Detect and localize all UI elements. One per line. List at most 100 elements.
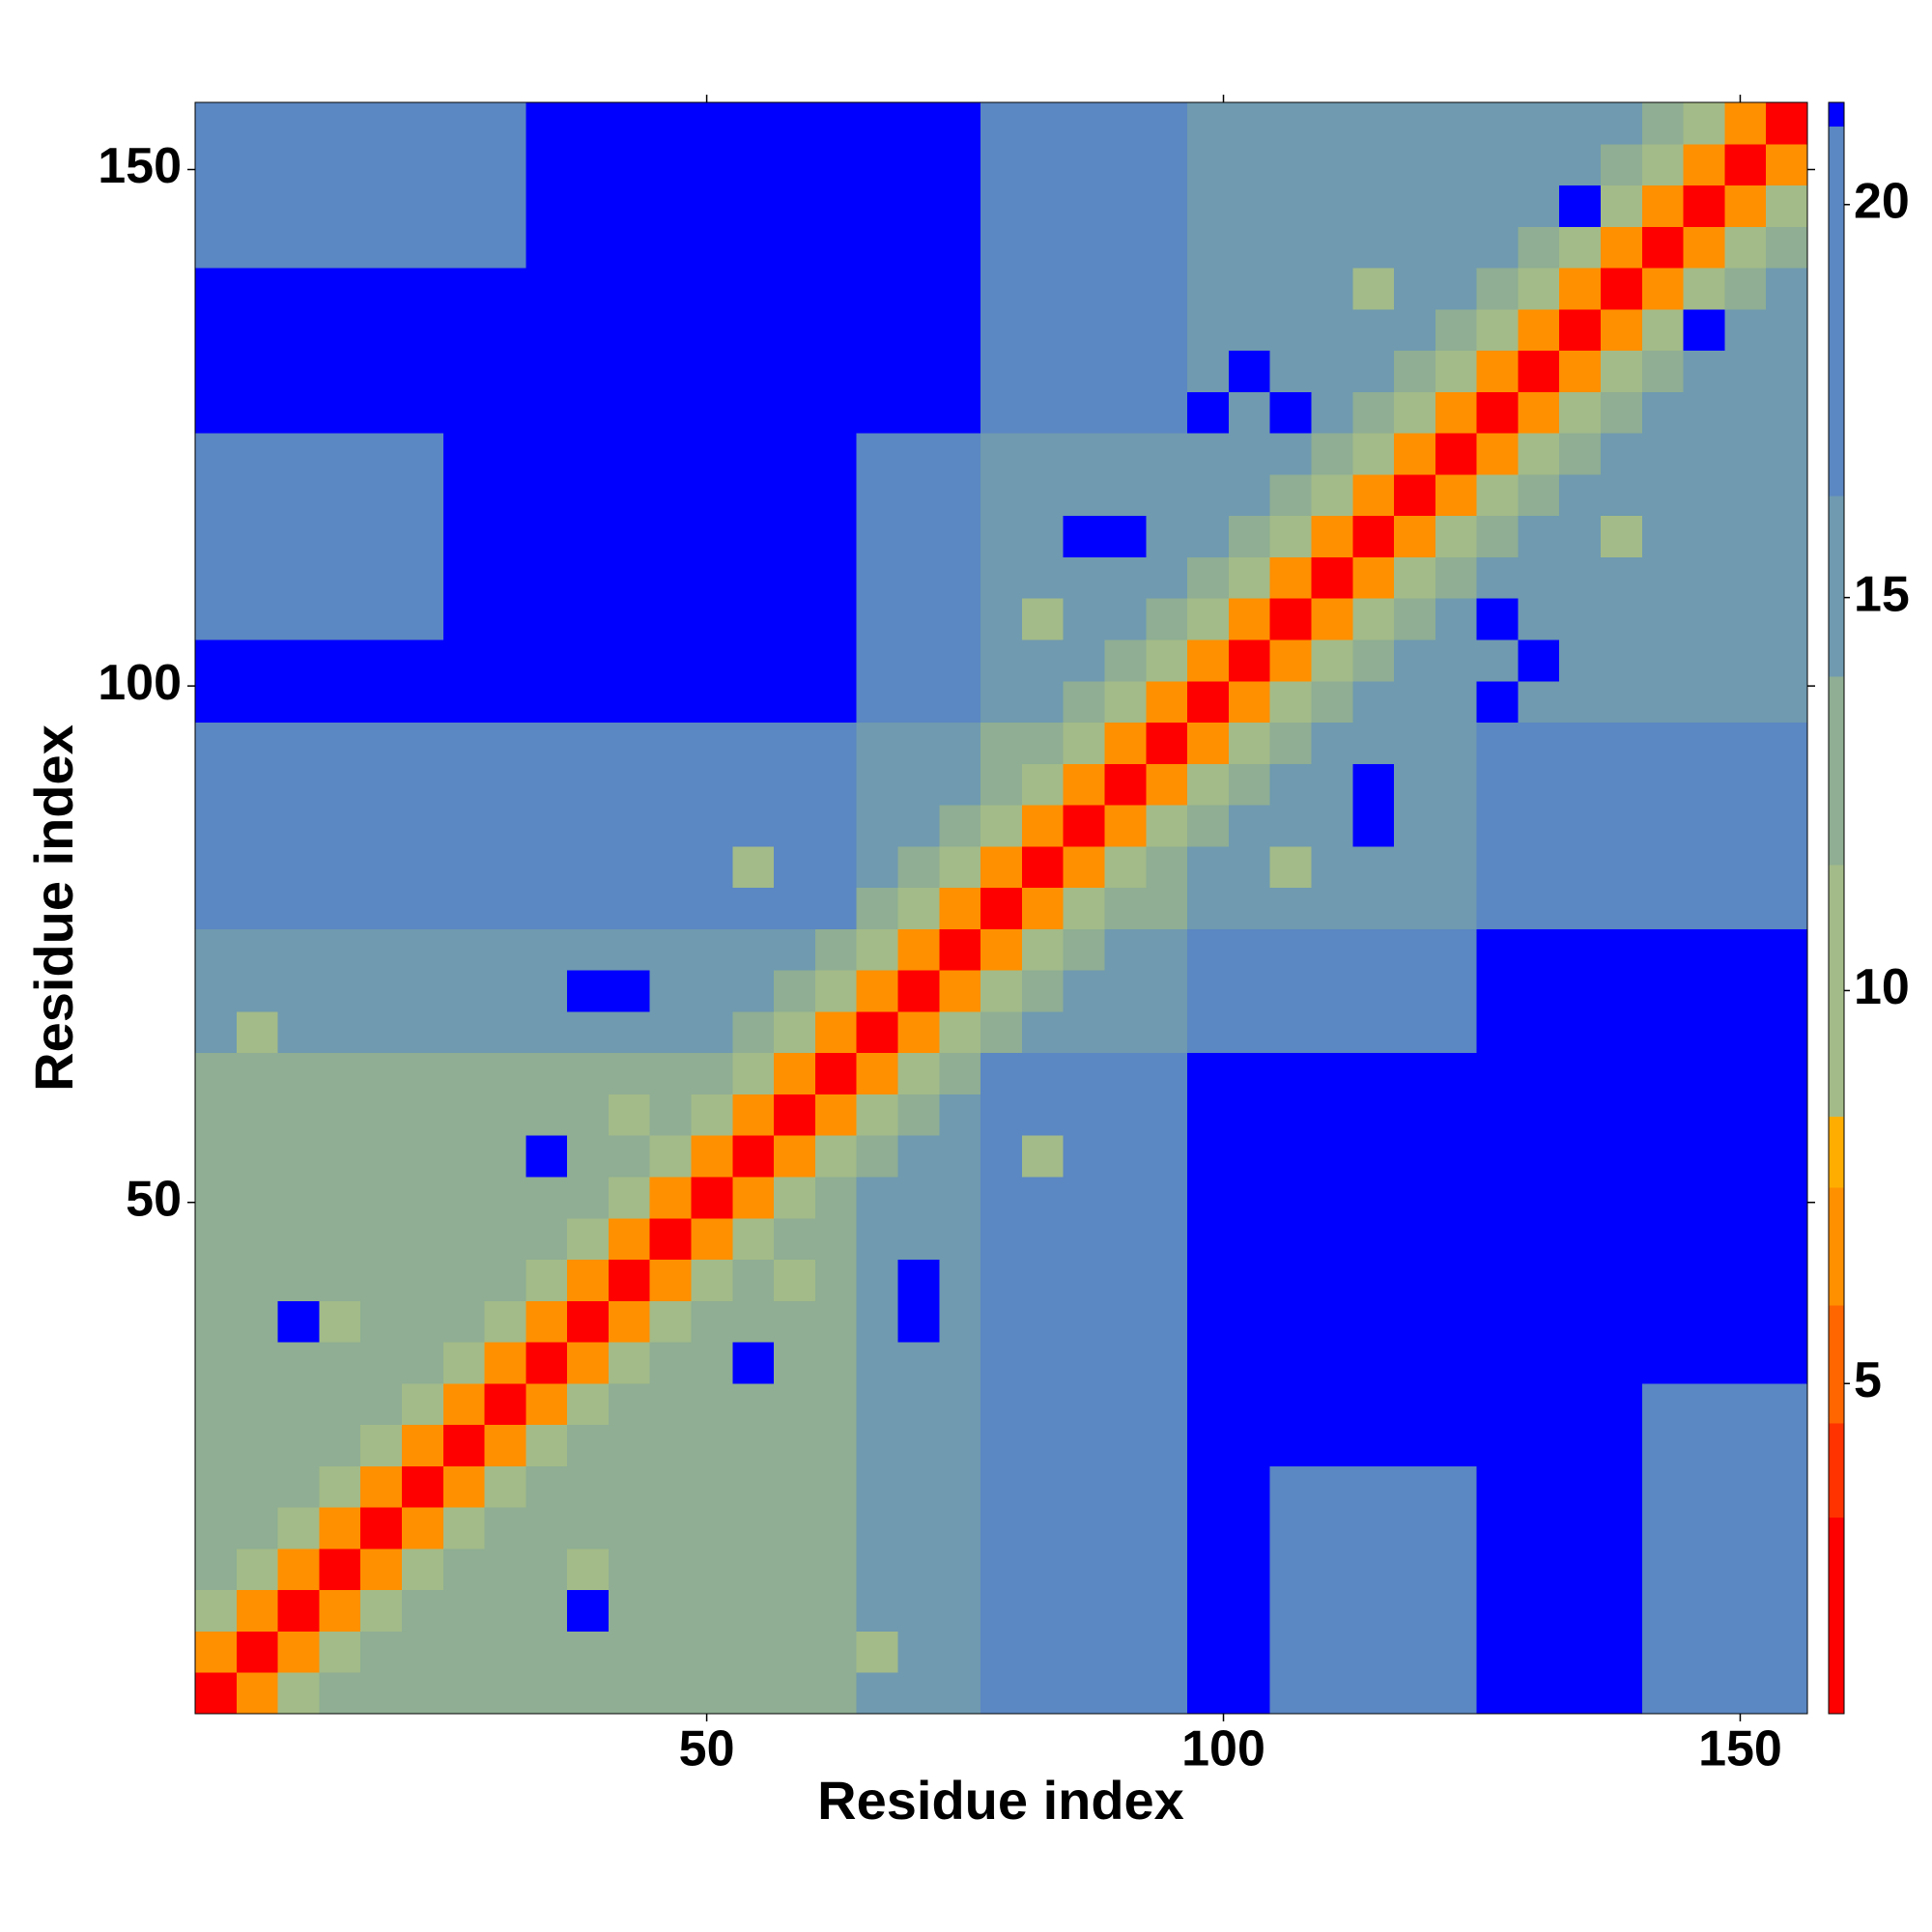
heatmap-cell — [1476, 556, 1519, 599]
heatmap-cell — [567, 1094, 610, 1136]
heatmap-cell — [1559, 598, 1602, 640]
heatmap-cell — [1146, 1010, 1188, 1054]
heatmap-cell — [1021, 1010, 1065, 1054]
heatmap-cell — [1476, 1217, 1519, 1261]
heatmap-cell — [277, 226, 320, 269]
heatmap-cell — [1352, 308, 1395, 352]
heatmap-cell — [1269, 1424, 1312, 1466]
heatmap-cell — [236, 1010, 279, 1054]
heatmap-cell — [608, 143, 651, 186]
heatmap-cell — [1559, 143, 1602, 186]
heatmap-cell — [195, 680, 238, 724]
heatmap-cell — [1559, 639, 1602, 682]
heatmap-cell — [1518, 143, 1560, 186]
heatmap-cell — [980, 845, 1023, 889]
heatmap-cell — [814, 1382, 858, 1426]
heatmap-cell — [1559, 763, 1602, 806]
heatmap-cell — [814, 845, 858, 889]
heatmap-cell — [236, 1300, 279, 1343]
heatmap-cell — [1641, 1548, 1685, 1591]
heatmap-cell — [277, 1135, 320, 1178]
heatmap-cell — [980, 143, 1023, 186]
heatmap-cell — [814, 1589, 858, 1632]
heatmap-cell — [484, 763, 526, 806]
heatmap-cell — [691, 391, 733, 434]
heatmap-cell — [1559, 1382, 1602, 1426]
heatmap-cell — [1269, 473, 1312, 517]
heatmap-cell — [1766, 1589, 1808, 1632]
heatmap-cell — [1269, 763, 1312, 806]
heatmap-cell — [567, 1010, 610, 1054]
heatmap-cell — [319, 102, 361, 145]
heatmap-cell — [1601, 1465, 1643, 1508]
heatmap-cell — [691, 1424, 733, 1466]
heatmap-cell — [1559, 1589, 1602, 1632]
heatmap-cell — [1435, 1217, 1478, 1261]
heatmap-cell — [567, 1300, 610, 1343]
heatmap-cell — [1683, 1135, 1725, 1178]
heatmap-cell — [1518, 102, 1560, 145]
heatmap-cell — [360, 1424, 403, 1466]
heatmap-cell — [567, 1631, 610, 1673]
heatmap-cell — [1104, 515, 1147, 557]
heatmap-cell — [360, 887, 403, 929]
heatmap-cell — [1683, 845, 1725, 889]
heatmap-cell — [980, 1217, 1023, 1261]
heatmap-cell — [1641, 1052, 1685, 1094]
heatmap-cell — [691, 473, 733, 517]
heatmap-cell — [1394, 970, 1436, 1012]
heatmap-cell — [1518, 970, 1560, 1012]
heatmap-cell — [1476, 143, 1519, 186]
heatmap-cell — [1063, 805, 1105, 847]
heatmap-cell — [195, 928, 238, 971]
heatmap-cell — [608, 1631, 651, 1673]
heatmap-cell — [526, 1465, 568, 1508]
heatmap-cell — [774, 1342, 816, 1384]
heatmap-cell — [1269, 598, 1312, 640]
heatmap-cell — [1518, 1465, 1560, 1508]
heatmap-cell — [814, 1507, 858, 1549]
heatmap-cell — [401, 515, 444, 557]
heatmap-cell — [1683, 1424, 1725, 1466]
heatmap-cell — [1724, 680, 1767, 724]
heatmap-cell — [1269, 970, 1312, 1012]
colorbar-segment — [1829, 1304, 1844, 1424]
heatmap-cell — [484, 680, 526, 724]
heatmap-cell — [236, 433, 279, 475]
heatmap-cell — [1435, 805, 1478, 847]
heatmap-cell — [897, 1465, 940, 1508]
heatmap-cell — [1063, 1094, 1105, 1136]
heatmap-cell — [1104, 556, 1147, 599]
heatmap-cell — [1394, 680, 1436, 724]
heatmap-cell — [691, 185, 733, 227]
heatmap-cell — [1641, 763, 1685, 806]
heatmap-cell — [1394, 1342, 1436, 1384]
heatmap-cell — [1435, 473, 1478, 517]
heatmap-cell — [691, 350, 733, 392]
heatmap-cell — [732, 226, 775, 269]
heatmap-cell — [484, 268, 526, 310]
heatmap-cell — [691, 1465, 733, 1508]
heatmap-cell — [1766, 433, 1808, 475]
heatmap-cell — [484, 515, 526, 557]
heatmap-cell — [1104, 805, 1147, 847]
heatmap-cell — [1187, 226, 1230, 269]
heatmap-cell — [1146, 722, 1188, 764]
heatmap-cell — [856, 1424, 899, 1466]
heatmap-cell — [1311, 887, 1353, 929]
heatmap-cell — [774, 1589, 816, 1632]
heatmap-cell — [897, 308, 940, 352]
heatmap-cell — [1476, 598, 1519, 640]
heatmap-cell — [649, 722, 693, 764]
heatmap-cell — [649, 1382, 693, 1426]
heatmap-cell — [1724, 887, 1767, 929]
heatmap-cell — [1021, 845, 1065, 889]
heatmap-cell — [442, 887, 486, 929]
heatmap-cell — [442, 143, 486, 186]
heatmap-cell — [360, 1382, 403, 1426]
heatmap-cell — [567, 226, 610, 269]
heatmap-cell — [1435, 639, 1478, 682]
heatmap-cell — [1559, 515, 1602, 557]
heatmap-cell — [774, 970, 816, 1012]
heatmap-cell — [567, 1052, 610, 1094]
